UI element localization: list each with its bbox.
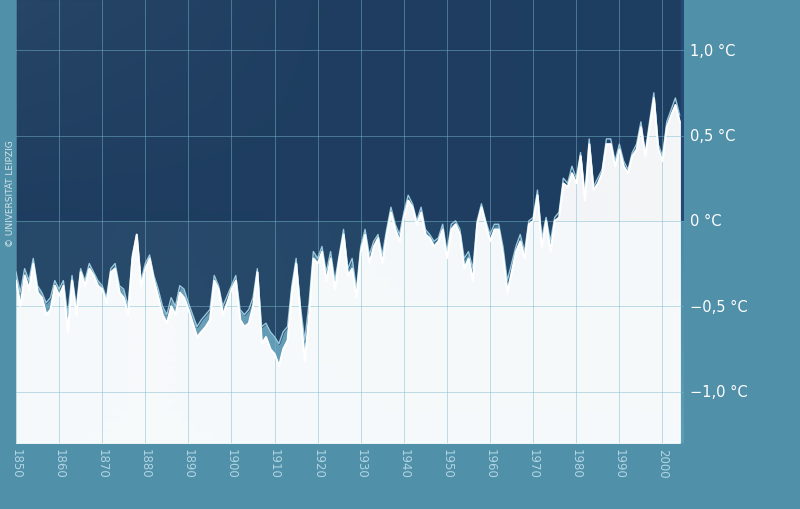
Text: 1,0 °C: 1,0 °C [690, 44, 736, 59]
Text: 1930: 1930 [354, 448, 367, 478]
Text: 1900: 1900 [225, 448, 238, 478]
Text: 1870: 1870 [96, 448, 109, 478]
Text: 0 °C: 0 °C [690, 214, 722, 229]
Text: 1960: 1960 [483, 448, 497, 478]
Text: 1910: 1910 [268, 448, 281, 478]
Text: 1890: 1890 [182, 448, 195, 478]
Text: −1,0 °C: −1,0 °C [690, 384, 748, 399]
Text: 2000: 2000 [656, 448, 669, 477]
Text: 1970: 1970 [526, 448, 540, 478]
Text: 1990: 1990 [613, 448, 626, 478]
Text: 1940: 1940 [398, 448, 410, 478]
Text: 1850: 1850 [10, 448, 22, 477]
Text: 1880: 1880 [138, 448, 152, 477]
Text: © UNIVERSITÄT LEIPZIG: © UNIVERSITÄT LEIPZIG [6, 140, 15, 247]
Text: 1860: 1860 [53, 448, 66, 478]
Text: 1950: 1950 [441, 448, 454, 478]
Text: −0,5 °C: −0,5 °C [690, 299, 748, 314]
Text: 1920: 1920 [311, 448, 324, 478]
Text: 0,5 °C: 0,5 °C [690, 129, 736, 144]
Text: 1980: 1980 [570, 448, 582, 478]
